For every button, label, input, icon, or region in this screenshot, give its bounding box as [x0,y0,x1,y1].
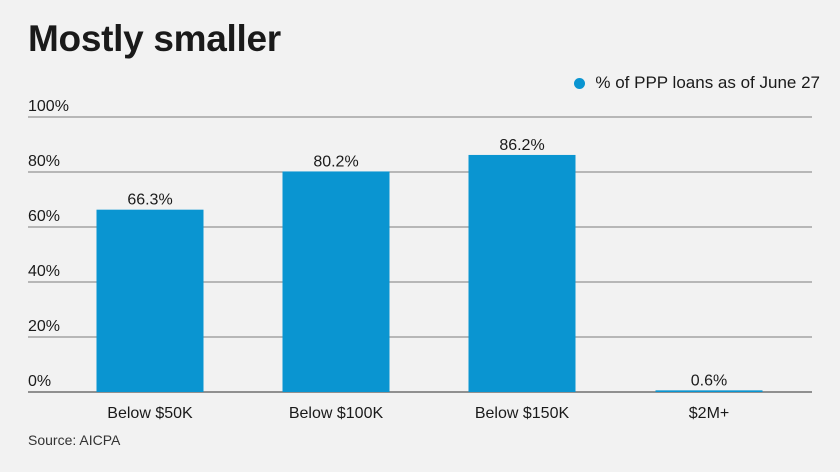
x-tick-label: Below $100K [289,405,384,422]
data-label: 0.6% [691,372,727,389]
source-note: Source: AICPA [28,432,121,448]
bar [96,209,204,392]
x-tick-label: $2M+ [689,405,729,422]
bar [655,390,763,392]
chart-title: Mostly smaller [28,18,281,59]
y-tick-label: 20% [28,318,60,335]
y-tick-label: 80% [28,153,60,170]
y-tick-label: 100% [28,98,69,115]
y-tick-label: 40% [28,263,60,280]
data-label: 66.3% [127,192,172,209]
bar [282,171,390,392]
x-tick-label: Below $150K [475,405,570,422]
legend: % of PPP loans as of June 27 [574,73,820,93]
legend-label: % of PPP loans as of June 27 [595,73,820,92]
bar [468,154,576,392]
data-label: 80.2% [313,153,358,170]
legend-swatch [574,77,586,89]
y-tick-label: 0% [28,373,51,390]
y-tick-label: 60% [28,208,60,225]
data-label: 86.2% [499,137,544,154]
x-tick-label: Below $50K [107,405,193,422]
